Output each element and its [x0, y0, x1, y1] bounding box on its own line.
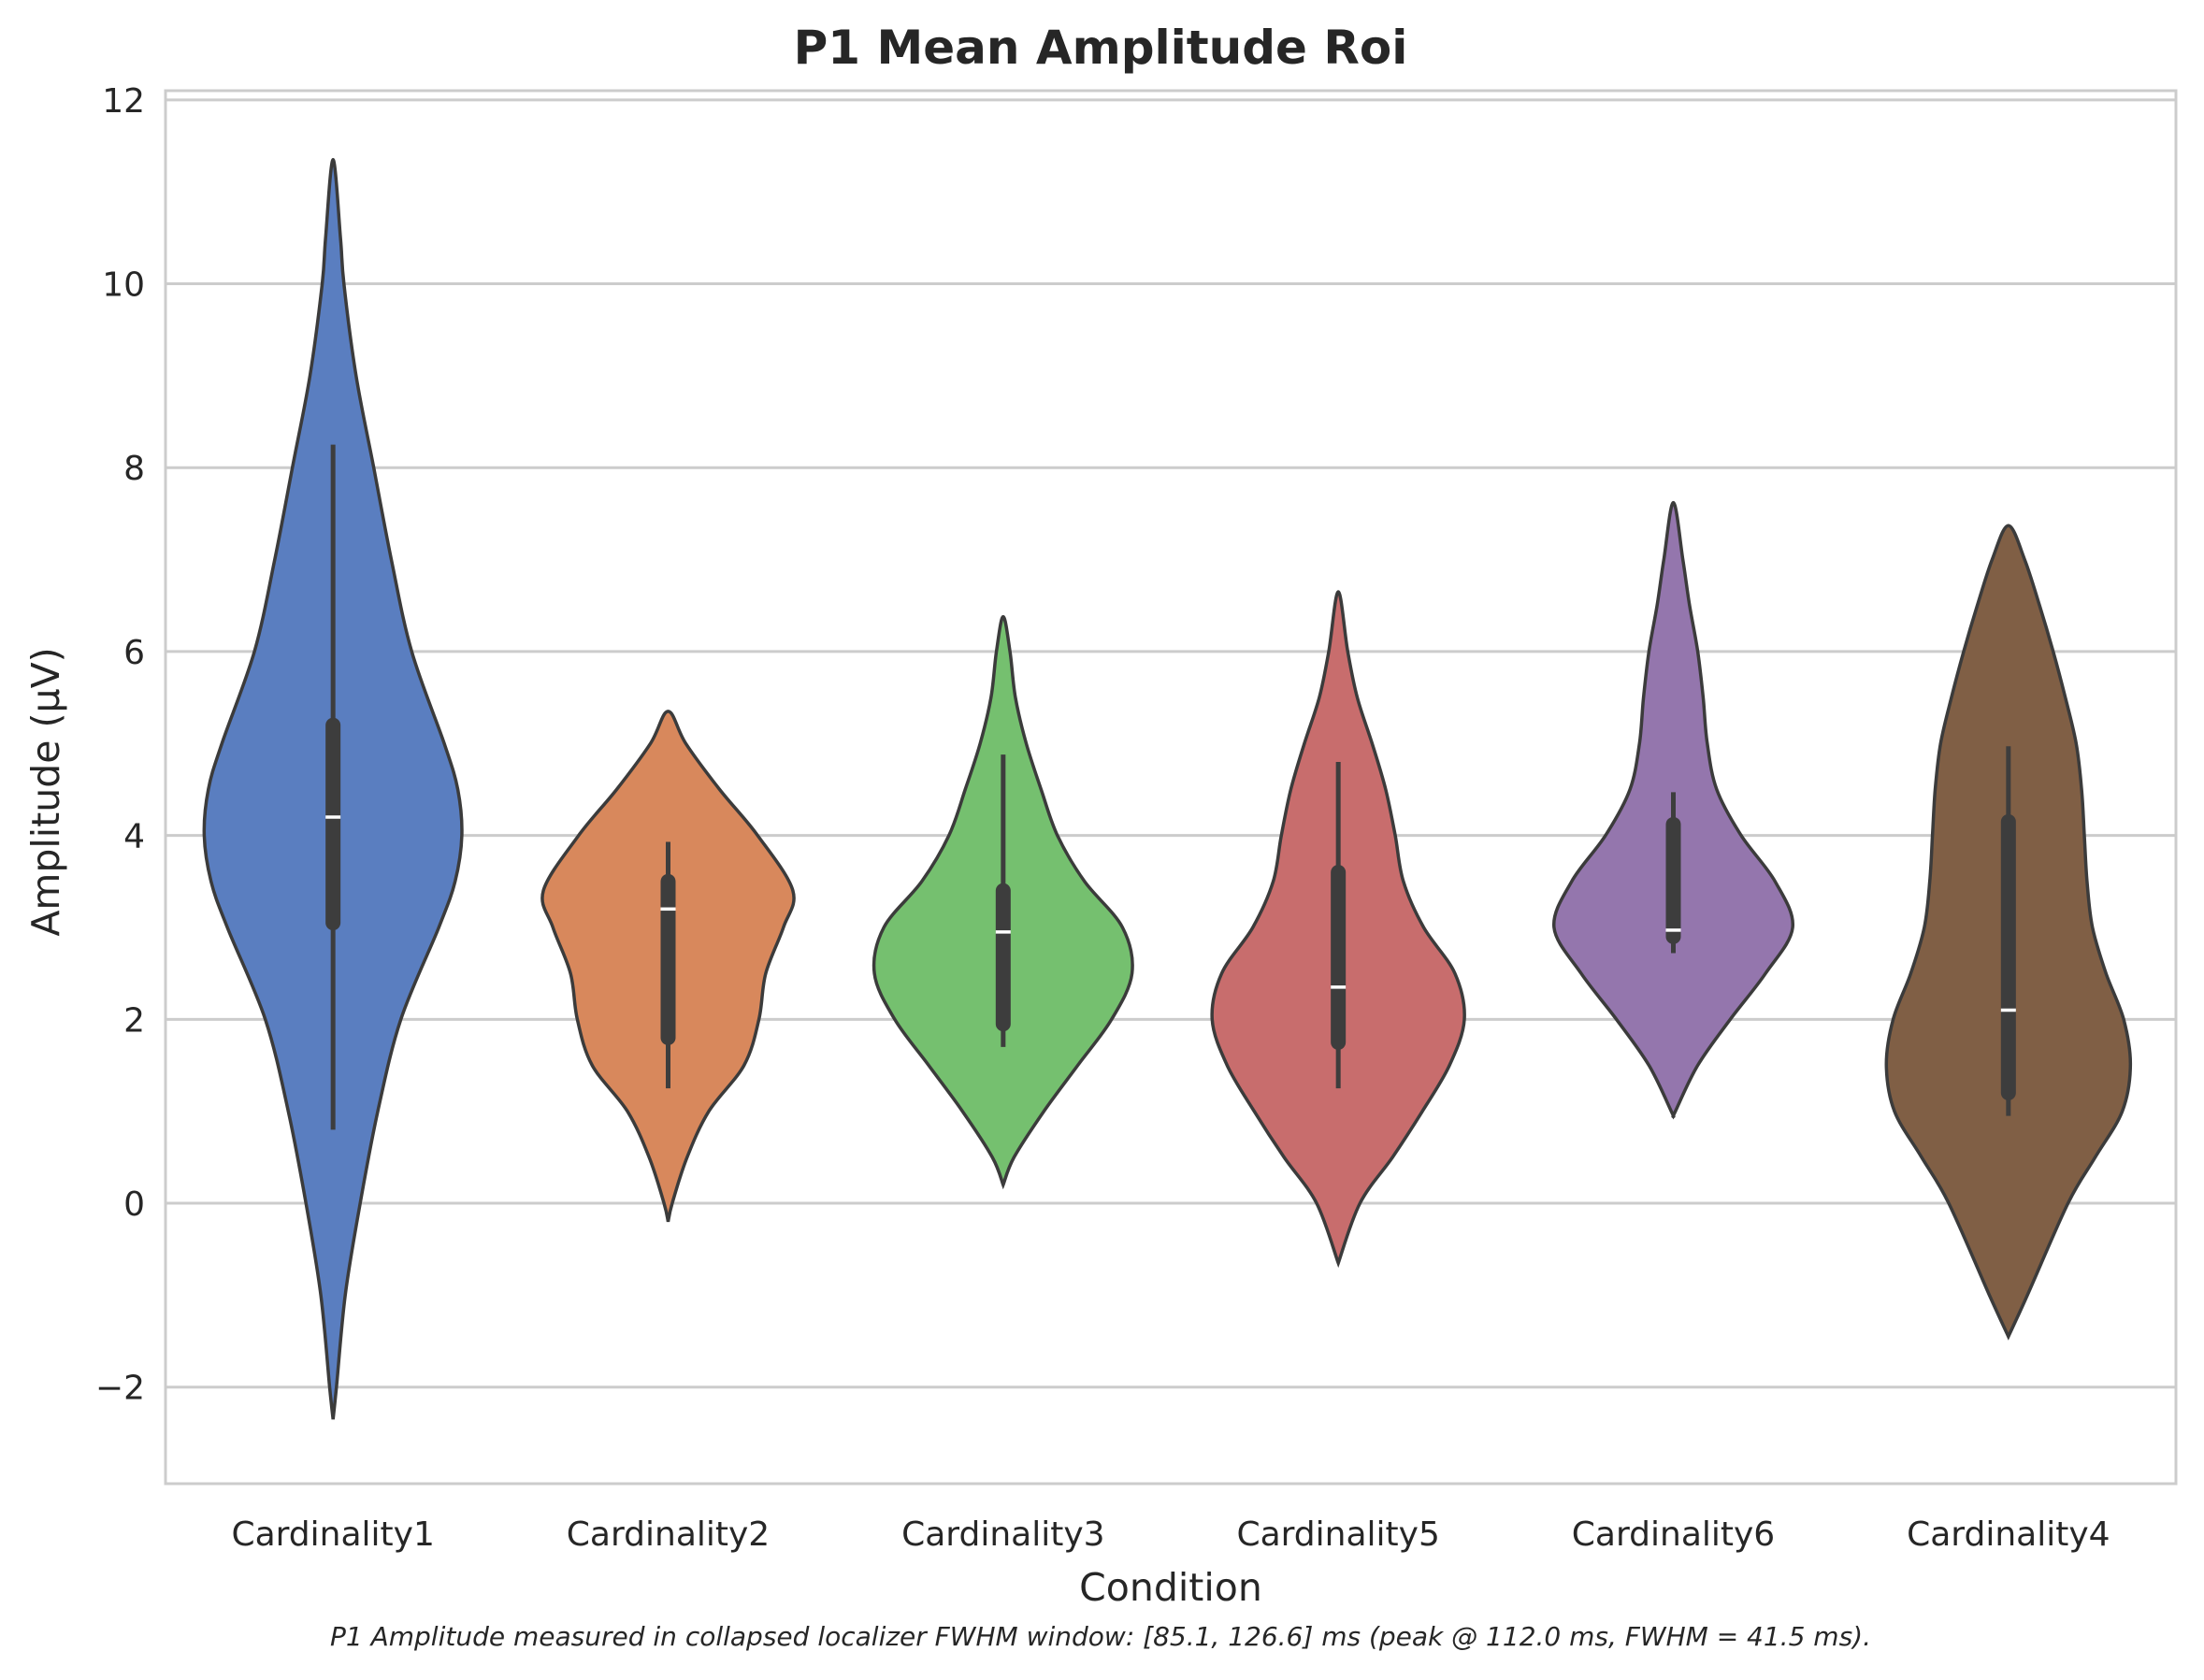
- violin-cardinality6: [1552, 500, 1794, 1120]
- x-tick-label: Cardinality3: [901, 1515, 1104, 1554]
- x-tick-label: Cardinality5: [1236, 1515, 1439, 1554]
- y-axis-label: Amplitude (µV): [23, 647, 68, 936]
- chart-caption: P1 Amplitude measured in collapsed local…: [330, 1621, 1871, 1652]
- y-tick-label: 6: [123, 634, 145, 672]
- violin-cardinality5: [1210, 590, 1466, 1269]
- y-tick-label: 2: [123, 1001, 145, 1040]
- x-tick-label: Cardinality4: [1907, 1515, 2110, 1554]
- x-tick-label: Cardinality2: [567, 1515, 770, 1554]
- chart-title: P1 Mean Amplitude Roi: [794, 21, 1408, 75]
- violin-cardinality4: [1884, 524, 2133, 1341]
- violin-cardinality1: [202, 158, 464, 1420]
- y-tick-label: 0: [123, 1185, 145, 1224]
- violin-cardinality2: [540, 710, 796, 1223]
- violins: [202, 158, 2133, 1420]
- x-tick-label: Cardinality1: [231, 1515, 434, 1554]
- y-tick-label: 4: [123, 818, 145, 856]
- x-tick-labels: Cardinality1 Cardinality2 Cardinality3 Card…: [231, 1515, 2110, 1554]
- y-tick-label: −2: [95, 1370, 145, 1408]
- y-tick-labels: −2 0 2 4 6 8 10 12: [95, 82, 145, 1408]
- x-tick-label: Cardinality6: [1572, 1515, 1775, 1554]
- y-tick-label: 12: [102, 82, 145, 121]
- plot-frame: [164, 89, 2178, 1486]
- violin-cardinality3: [872, 614, 1134, 1190]
- x-axis-label: Condition: [1079, 1565, 1262, 1610]
- y-tick-label: 10: [102, 266, 145, 305]
- y-tick-label: 8: [123, 450, 145, 488]
- gridlines: [166, 98, 2176, 1389]
